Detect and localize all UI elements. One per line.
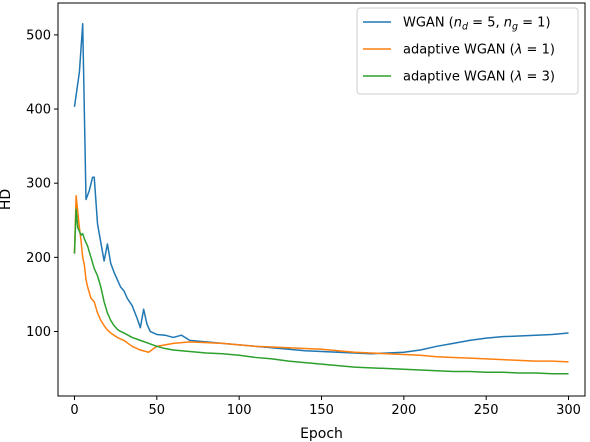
x-tick-label: 0 [70,403,78,418]
y-tick-label: 500 [26,28,51,43]
x-tick-label: 100 [227,403,252,418]
x-tick-label: 300 [556,403,581,418]
legend-label-3: adaptive WGAN (λ = 3) [403,70,555,85]
legend-label-1: WGAN (nd = 5, ng = 1) [403,16,551,33]
x-axis-label: Epoch [300,426,343,442]
x-tick-label: 50 [149,403,166,418]
x-tick-label: 250 [474,403,499,418]
series-line-1 [73,23,569,355]
y-axis-label: HD [0,189,14,210]
legend-frame [356,7,579,95]
y-tick-label: 400 [26,103,51,118]
x-tick-label: 150 [309,403,334,418]
axes: 0 50 100 150 200 250 300 100 200 300 400 500 [26,2,586,418]
series-line-3 [73,208,569,375]
y-tick-label: 100 [26,325,51,340]
plot-area [73,23,569,375]
legend: WGAN (nd = 5, ng = 1) adaptive WGAN (λ = … [356,7,579,95]
series-line-2 [73,195,569,363]
y-tick-label: 200 [26,251,51,266]
y-tick-label: 300 [26,177,51,192]
legend-label-2: adaptive WGAN (λ = 1) [403,43,555,58]
x-tick-label: 200 [391,403,416,418]
